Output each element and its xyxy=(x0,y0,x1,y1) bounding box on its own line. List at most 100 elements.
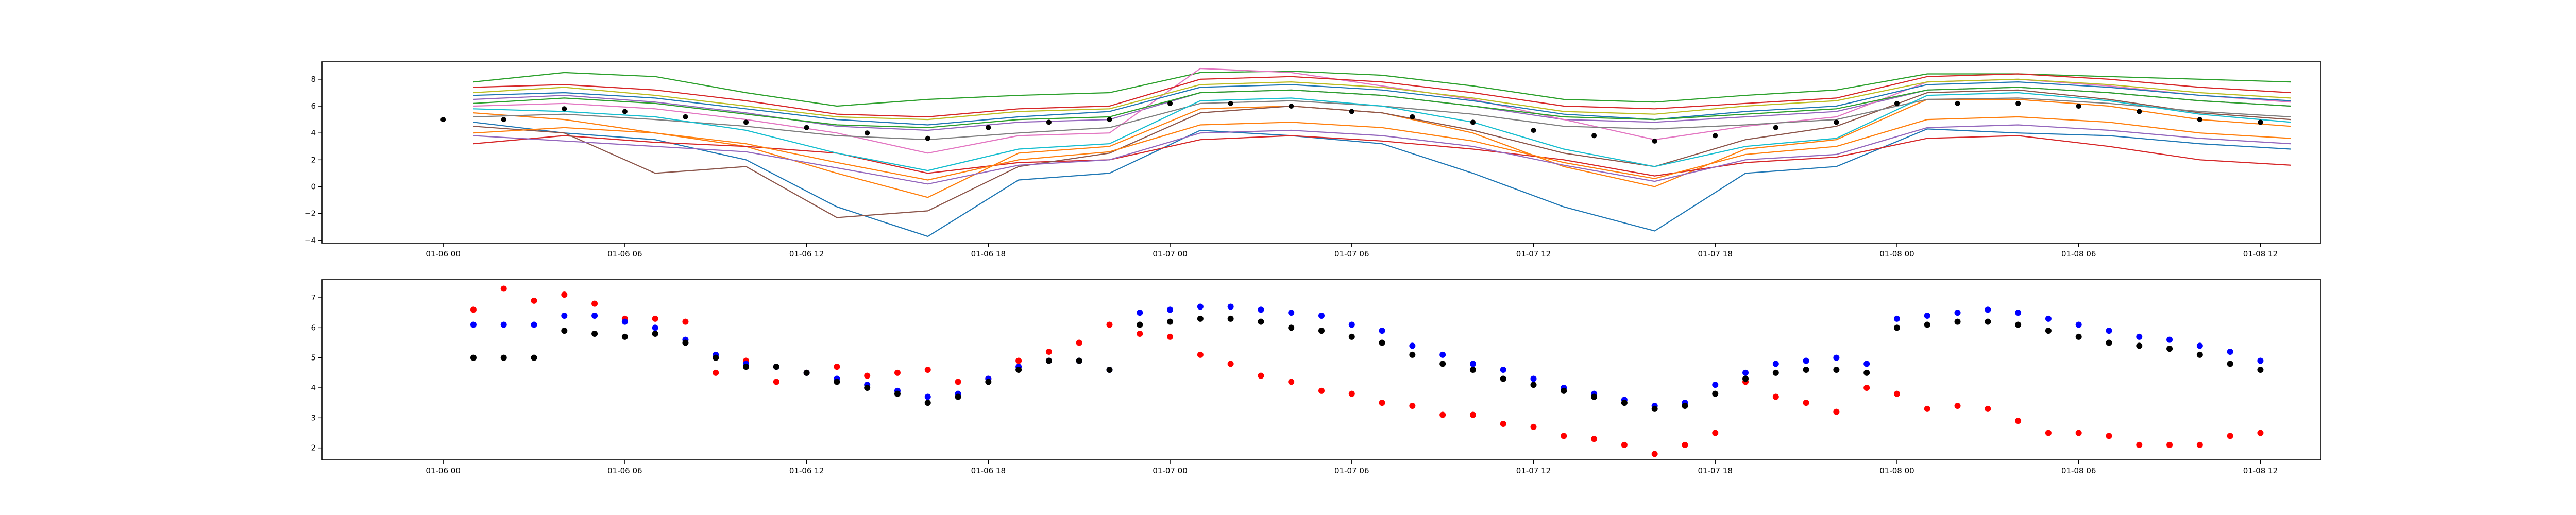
scatter-point xyxy=(773,379,779,385)
scatter-point xyxy=(1712,382,1719,388)
scatter-point xyxy=(2045,328,2052,334)
scatter-point xyxy=(1651,405,1658,412)
scatter-point xyxy=(591,313,598,319)
scatter-point xyxy=(1197,315,1204,322)
scatter-point xyxy=(1227,315,1234,322)
scatter-point xyxy=(1137,310,1143,316)
mean-marker-point xyxy=(1046,119,1052,125)
scatter-point xyxy=(1167,333,1174,340)
scatter-point xyxy=(2015,321,2022,328)
scatter-point xyxy=(1348,321,1355,328)
scatter-point xyxy=(621,318,628,325)
series-line xyxy=(473,124,2291,185)
scatter-point xyxy=(1863,360,1870,367)
top-y-tick-label: 2 xyxy=(311,155,316,164)
scatter-point xyxy=(1621,441,1628,448)
mean-marker-point xyxy=(2197,117,2202,123)
scatter-point xyxy=(864,372,871,379)
scatter-point xyxy=(864,385,871,391)
scatter-point xyxy=(470,354,477,361)
scatter-point xyxy=(1379,400,1385,406)
scatter-point xyxy=(1045,349,1052,355)
scatter-point xyxy=(1833,408,1840,415)
scatter-point xyxy=(652,315,658,322)
top-x-tick-label: 01-07 12 xyxy=(1516,249,1551,259)
scatter-point xyxy=(1772,393,1779,400)
mean-marker-point xyxy=(925,135,930,141)
mean-marker-point xyxy=(1289,104,1294,109)
scatter-point xyxy=(1591,436,1598,442)
bottom-x-axis: 01-06 00 01-06 06 01-06 12 01-06 18 01-07 00… xyxy=(426,460,2278,475)
scatter-point xyxy=(1682,403,1688,409)
top-x-tick-label: 01-06 18 xyxy=(971,249,1006,259)
scatter-point xyxy=(2227,360,2233,367)
scatter-point xyxy=(1985,306,1991,313)
scatter-point xyxy=(2075,321,2082,328)
mean-marker-point xyxy=(1955,100,1960,106)
scatter-point xyxy=(1561,433,1567,439)
scatter-point xyxy=(1258,372,1264,379)
top-line-chart: 01-06 00 01-06 06 01-06 12 01-06 18 01-07 00… xyxy=(304,61,2321,259)
scatter-point xyxy=(2015,418,2022,424)
scatter-point xyxy=(2257,367,2264,373)
scatter-point xyxy=(2166,336,2173,343)
scatter-point xyxy=(1833,367,1840,373)
series-line xyxy=(473,135,2291,177)
scatter-point xyxy=(1288,310,1295,316)
mean-marker-point xyxy=(1349,109,1354,114)
scatter-point xyxy=(1258,318,1264,325)
scatter-point xyxy=(2166,441,2173,448)
scatter-point xyxy=(2106,433,2112,439)
scatter-point xyxy=(1500,421,1506,427)
bottom-y-tick-label: 5 xyxy=(311,353,316,363)
top-y-tick-label: 0 xyxy=(311,182,316,191)
scatter-point xyxy=(1530,382,1537,388)
scatter-point xyxy=(1530,375,1537,382)
scatter-point xyxy=(1348,390,1355,397)
scatter-point xyxy=(803,369,810,376)
scatter-point xyxy=(1015,357,1022,364)
scatter-point xyxy=(1530,423,1537,430)
scatter-point xyxy=(1348,333,1355,340)
mean-marker-point xyxy=(1531,127,1536,133)
top-x-tick-label: 01-08 00 xyxy=(1879,249,1914,259)
mean-marker-point xyxy=(1167,100,1173,106)
top-x-tick-label: 01-08 12 xyxy=(2243,249,2278,259)
series-line xyxy=(473,71,2291,107)
scatter-point xyxy=(591,300,598,307)
scatter-point xyxy=(1863,369,1870,376)
mean-marker-point xyxy=(562,106,567,112)
top-y-tick-label: −2 xyxy=(304,209,316,218)
scatter-point xyxy=(2196,342,2203,349)
scatter-point xyxy=(1379,339,1385,346)
mean-marker-point xyxy=(2076,104,2081,109)
scatter-point xyxy=(682,339,689,346)
scatter-point xyxy=(1863,385,1870,391)
scatter-point xyxy=(621,333,628,340)
bottom-y-tick-label: 6 xyxy=(311,323,316,332)
scatter-point xyxy=(2075,333,2082,340)
scatter-point xyxy=(1803,357,1809,364)
scatter-point xyxy=(2075,430,2082,436)
scatter-point xyxy=(1137,331,1143,337)
top-x-tick-label: 01-07 18 xyxy=(1698,249,1733,259)
top-y-axis: −4 −2 0 2 4 6 8 xyxy=(304,75,322,245)
scatter-point xyxy=(1772,369,1779,376)
mean-marker-point xyxy=(1410,114,1415,119)
scatter-point xyxy=(894,390,901,397)
scatter-point xyxy=(1682,441,1688,448)
mean-marker-point xyxy=(2258,119,2263,125)
scatter-point xyxy=(773,364,779,370)
scatter-point xyxy=(985,379,992,385)
bottom-x-tick-label: 01-07 00 xyxy=(1153,466,1187,475)
bottom-axes-frame xyxy=(321,279,2321,460)
bottom-plot-area xyxy=(470,285,2264,457)
scatter-point xyxy=(591,331,598,337)
scatter-point xyxy=(1924,405,1930,412)
bottom-scatter-chart: 01-06 00 01-06 06 01-06 12 01-06 18 01-07 00… xyxy=(311,279,2321,475)
scatter-point xyxy=(2227,433,2233,439)
bottom-x-tick-label: 01-06 12 xyxy=(789,466,824,475)
series-line xyxy=(473,116,2291,181)
scatter-point xyxy=(1712,390,1719,397)
